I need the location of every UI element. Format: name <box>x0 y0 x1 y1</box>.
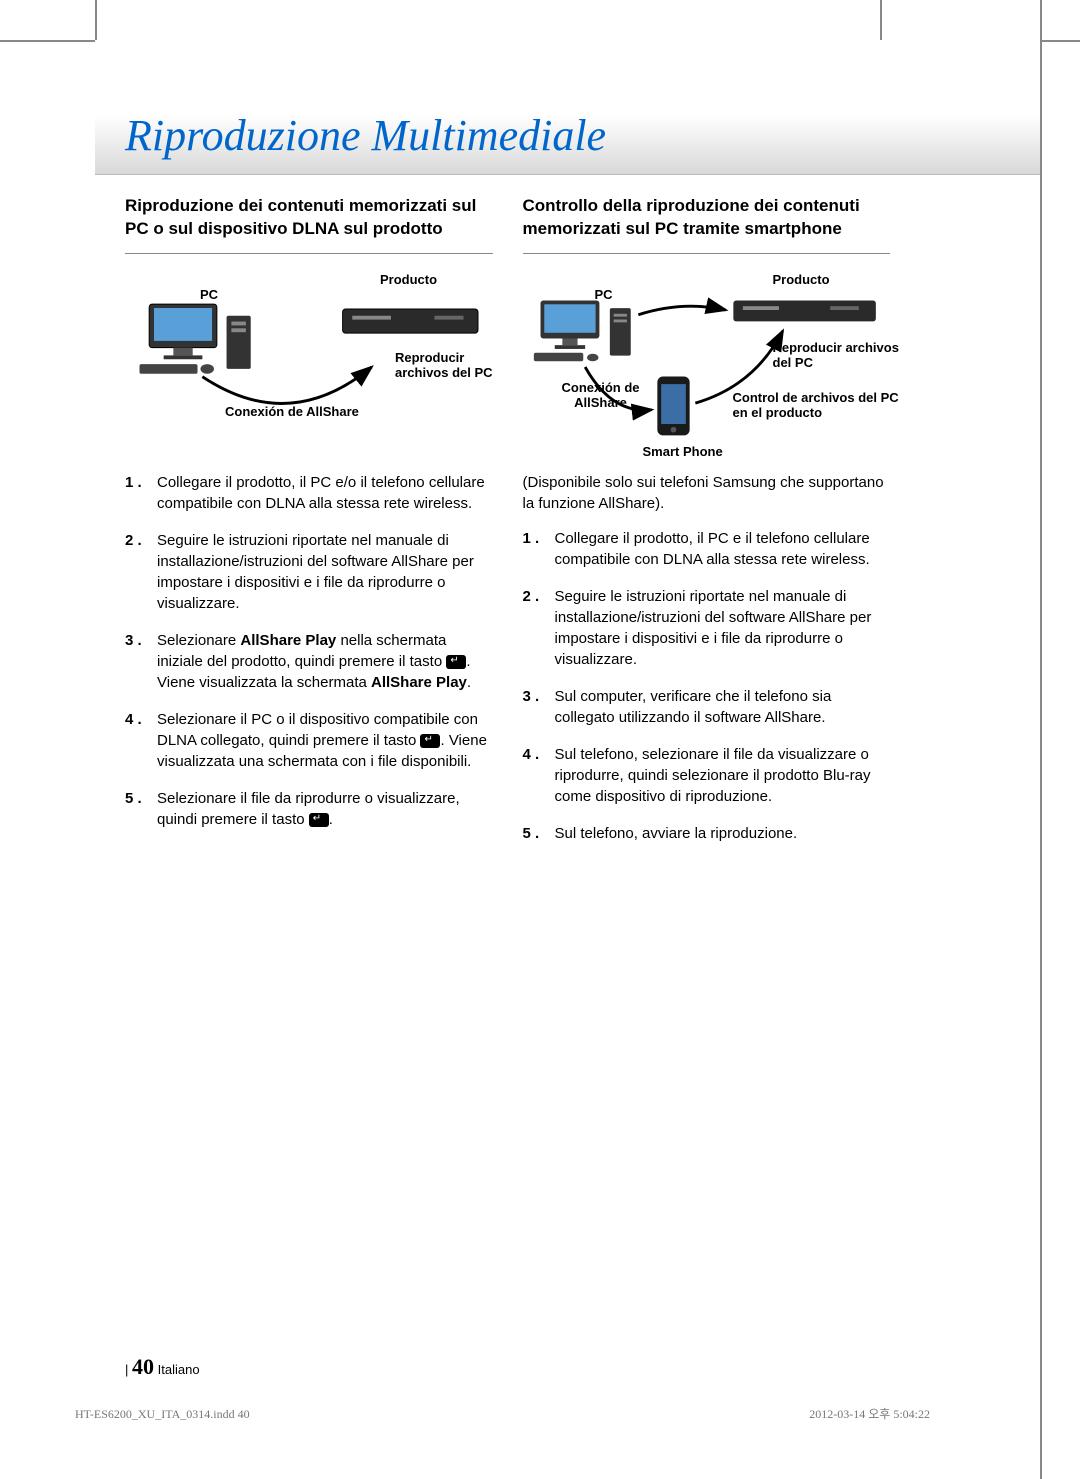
crop-mark <box>0 40 95 42</box>
left-column: Riproduzione dei contenuti memorizzati s… <box>125 195 493 860</box>
page-footer: | 40 Italiano <box>125 1354 200 1380</box>
enter-key-icon <box>420 734 440 748</box>
left-diagram: PC Producto Reproducir archivos del PC C… <box>125 272 493 462</box>
print-mark-left: HT-ES6200_XU_ITA_0314.indd 40 <box>75 1407 250 1422</box>
diagram-label-control: Control de archivos del PC en el product… <box>733 390 903 421</box>
left-heading: Riproduzione dei contenuti memorizzati s… <box>125 195 493 254</box>
step-item: Selezionare il PC o il dispositivo compa… <box>125 709 493 772</box>
step-item: Sul telefono, avviare la riproduzione. <box>523 823 891 844</box>
diagram-label-conn: Conexión de AllShare <box>225 404 359 420</box>
step-item: Collegare il prodotto, il PC e il telefo… <box>523 528 891 570</box>
step-item: Sul telefono, selezionare il file da vis… <box>523 744 891 807</box>
right-steps: (Disponibile solo sui telefoni Samsung c… <box>523 472 891 844</box>
step-item: Seguire le istruzioni riportate nel manu… <box>125 530 493 614</box>
step-item: Selezionare il file da riprodurre o visu… <box>125 788 493 830</box>
content-columns: Riproduzione dei contenuti memorizzati s… <box>125 195 890 860</box>
step-item: Sul computer, verificare che il telefono… <box>523 686 891 728</box>
diagram-label-conn: Conexión de AllShare <box>556 380 646 411</box>
diagram-label-phone: Smart Phone <box>643 444 723 460</box>
enter-key-icon <box>446 655 466 669</box>
manual-page: Riproduzione Multimediale Riproduzione d… <box>95 40 1040 1440</box>
diagram-label-pc: PC <box>200 287 218 302</box>
diagram-label-play: Reproducir archivos del PC <box>773 340 903 371</box>
page-number: 40 <box>132 1354 154 1379</box>
step-item: Collegare il prodotto, il PC e/o il tele… <box>125 472 493 514</box>
footer-bar: | <box>125 1362 128 1377</box>
left-steps: Collegare il prodotto, il PC e/o il tele… <box>125 472 493 830</box>
diagram-label-producto: Producto <box>380 272 437 287</box>
page-title: Riproduzione Multimediale <box>125 110 606 161</box>
right-column: Controllo della riproduzione dei contenu… <box>523 195 891 860</box>
diagram-label-producto: Producto <box>773 272 830 287</box>
step-item: Selezionare AllShare Play nella schermat… <box>125 630 493 693</box>
right-intro: (Disponibile solo sui telefoni Samsung c… <box>523 472 891 514</box>
diagram-label-pc: PC <box>595 287 613 302</box>
crop-mark <box>1040 0 1042 1479</box>
step-item: Seguire le istruzioni riportate nel manu… <box>523 586 891 670</box>
print-mark-right: 2012-03-14 오후 5:04:22 <box>809 1405 930 1422</box>
right-heading: Controllo della riproduzione dei contenu… <box>523 195 891 254</box>
enter-key-icon <box>309 813 329 827</box>
footer-lang: Italiano <box>158 1362 200 1377</box>
right-diagram: PC Producto Reproducir archivos del PC C… <box>523 272 891 462</box>
diagram-label-play: Reproducir archivos del PC <box>395 350 505 381</box>
